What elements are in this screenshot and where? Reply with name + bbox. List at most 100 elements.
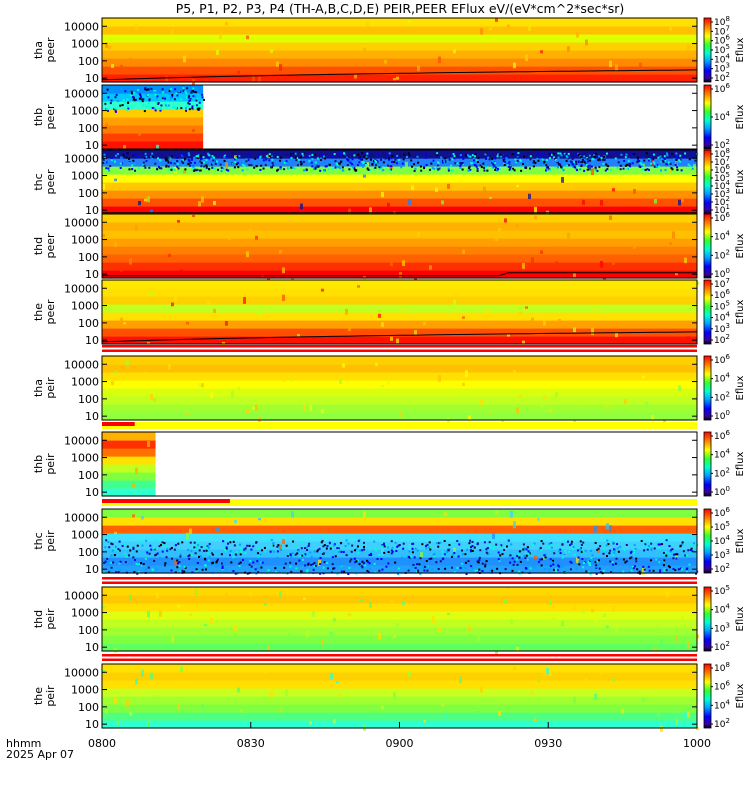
colorbar-tick-label: 108 (714, 15, 730, 28)
panel-thd-peer: 10 100 1000 10000 thdpeer 100 102 104 106 Eflux (32, 211, 746, 283)
colorbar-tick-label: 106 (714, 34, 730, 47)
colorbar-tick-label: 103 (714, 621, 730, 634)
colorbar-tick-label: 100 (714, 485, 730, 498)
colorbar-tick-label: 104 (714, 230, 730, 243)
x-tick-label: 1000 (683, 737, 711, 750)
colorbar-tick-label: 103 (714, 62, 730, 75)
potential-line (101, 69, 698, 81)
colorbar-tick-label: 105 (714, 584, 730, 597)
colorbar-tick-label: 102 (714, 717, 730, 730)
colorbar-tick-label: 102 (714, 248, 730, 261)
colorbar-label: Eflux (735, 104, 746, 129)
y-tick-label: 1000 (71, 105, 99, 118)
y-tick-label: 10000 (64, 282, 99, 295)
y-axis-label: thapeer (32, 37, 57, 63)
y-tick-label: 1000 (71, 452, 99, 465)
potential-line (101, 331, 698, 343)
colorbar-tick-label: 102 (714, 640, 730, 653)
spectrogram-data (102, 280, 699, 350)
panel-frame (101, 17, 698, 83)
colorbar-label: Eflux (735, 528, 746, 553)
colorbar-tick-label: 104 (714, 372, 730, 385)
spectrogram-data (102, 356, 697, 427)
y-tick-label: 10 (85, 139, 99, 152)
colorbar-label: Eflux (735, 299, 746, 324)
spectrogram-data (102, 85, 206, 151)
y-tick-label: 100 (78, 187, 99, 200)
panel-frame (101, 84, 698, 150)
colorbar-tick-label: 108 (714, 147, 730, 160)
x-axis-date: 2025 Apr 07 (6, 748, 74, 761)
spectrogram-data (102, 432, 156, 497)
spectrogram-data (102, 214, 697, 283)
colorbar-tick-label: 103 (714, 548, 730, 561)
colorbar-tick-label: 104 (714, 179, 730, 192)
panel-thb-peir: 10 100 1000 10000 thbpeir 100 102 104 106 Eflux (32, 429, 746, 499)
y-tick-label: 1000 (71, 234, 99, 247)
mode-bar (102, 577, 697, 584)
colorbar-tick-label: 108 (714, 661, 730, 674)
spectrogram-data (102, 664, 699, 732)
colorbar-tick-label: 102 (714, 466, 730, 479)
colorbar (703, 431, 712, 497)
chart-title: P5, P1, P2, P3, P4 (TH-A,B,C,D,E) PEIR,P… (176, 1, 625, 16)
panel-thb-peer: 10 100 1000 10000 thbpeer 102 104 106 Eflux (32, 82, 746, 152)
spectrogram-data (102, 18, 697, 86)
colorbar (703, 84, 712, 150)
y-tick-label: 10 (85, 641, 99, 654)
y-axis-label: thepeir (32, 685, 57, 707)
y-tick-label: 10000 (64, 666, 99, 679)
colorbar-tick-label: 106 (714, 211, 730, 224)
y-tick-label: 100 (78, 317, 99, 330)
colorbar-tick-label: 106 (714, 82, 730, 95)
y-tick-label: 100 (78, 55, 99, 68)
colorbar-tick-label: 104 (714, 698, 730, 711)
y-tick-label: 10000 (64, 87, 99, 100)
colorbar-tick-label: 102 (714, 562, 730, 575)
y-tick-label: 10 (85, 718, 99, 731)
colorbar-tick-label: 106 (714, 506, 730, 519)
colorbar-tick-label: 101 (714, 203, 730, 216)
y-tick-label: 10 (85, 204, 99, 217)
colorbar-tick-label: 106 (714, 680, 730, 693)
y-tick-label: 100 (78, 546, 99, 559)
colorbar-label: Eflux (735, 606, 746, 631)
mode-bar (102, 345, 697, 352)
y-tick-label: 100 (78, 251, 99, 264)
colorbar-label: Eflux (735, 683, 746, 708)
colorbar-tick-label: 102 (714, 195, 730, 208)
y-axis-label: thcpeer (32, 169, 57, 195)
y-tick-label: 10 (85, 268, 99, 281)
y-tick-label: 10 (85, 410, 99, 423)
colorbar-label: Eflux (735, 37, 746, 62)
colorbar-tick-label: 102 (714, 71, 730, 84)
panel-thc-peer: 10100100010000thcpeer1011021031041051061… (32, 147, 746, 220)
colorbar-tick-label: 104 (714, 110, 730, 123)
y-tick-label: 10000 (64, 358, 99, 371)
y-tick-label: 100 (78, 701, 99, 714)
colorbar-tick-label: 102 (714, 138, 730, 151)
y-axis-label: thepeer (32, 299, 57, 325)
y-tick-label: 1000 (71, 170, 99, 183)
colorbar-tick-label: 105 (714, 43, 730, 56)
panel-frame (101, 213, 698, 279)
colorbar-tick-label: 104 (714, 52, 730, 65)
x-tick-label: 0930 (534, 737, 562, 750)
panel-frame (101, 279, 698, 345)
y-axis-label: thdpeir (32, 608, 57, 630)
y-axis-label: thapeir (32, 377, 57, 399)
y-tick-label: 100 (78, 469, 99, 482)
y-tick-label: 10 (85, 563, 99, 576)
y-tick-label: 10 (85, 334, 99, 347)
y-tick-label: 100 (78, 624, 99, 637)
colorbar-tick-label: 106 (714, 163, 730, 176)
colorbar-tick-label: 102 (714, 333, 730, 346)
y-tick-label: 10000 (64, 216, 99, 229)
y-tick-label: 100 (78, 393, 99, 406)
y-tick-label: 10000 (64, 434, 99, 447)
mode-bar (102, 654, 697, 661)
colorbar-tick-label: 104 (714, 603, 730, 616)
colorbar-label: Eflux (735, 169, 746, 194)
y-tick-label: 1000 (71, 529, 99, 542)
